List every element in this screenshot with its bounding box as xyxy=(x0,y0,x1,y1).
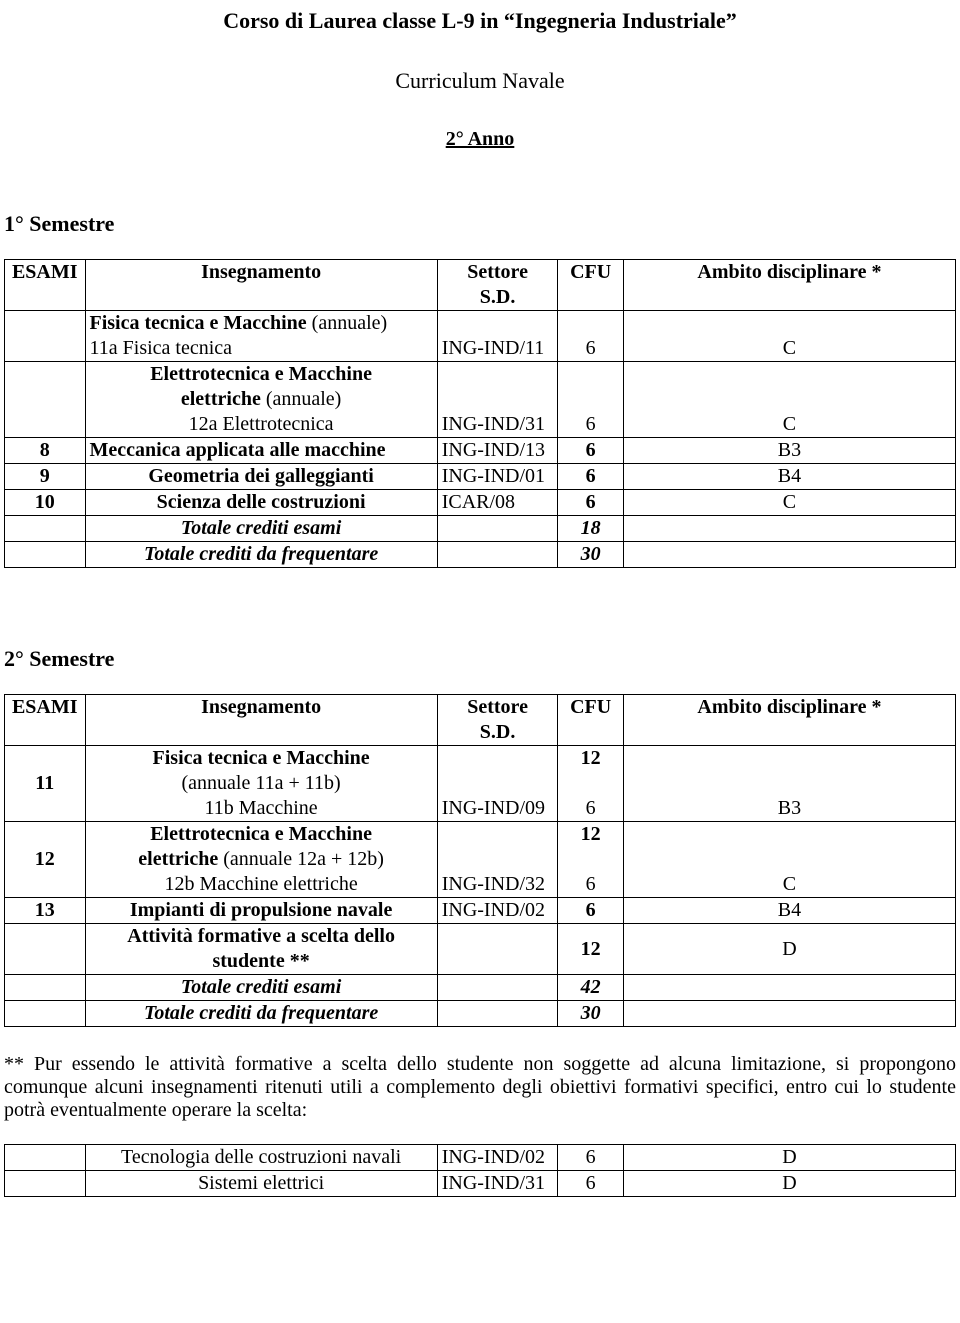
cell-insegnamento: Scienza delle costruzioni xyxy=(85,490,437,516)
table-row: 9Geometria dei galleggiantiING-IND/016B4 xyxy=(5,464,956,490)
cell-cfu: 6 xyxy=(558,362,623,438)
col-insegnamento-header: Insegnamento xyxy=(85,695,437,746)
cell-insegnamento: Sistemi elettrici xyxy=(85,1171,437,1197)
table-header-row: ESAMI Insegnamento Settore S.D. CFU Ambi… xyxy=(5,695,956,746)
cell-settore: ING-IND/09 xyxy=(437,746,558,822)
cell-ambito: D xyxy=(623,924,955,975)
cell-cfu: 12 6 xyxy=(558,746,623,822)
value-total-freq: 30 xyxy=(558,542,623,568)
table-header-row: ESAMI Insegnamento Settore S.D. CFU Ambi… xyxy=(5,260,956,311)
table-row: Fisica tecnica e Macchine (annuale)11a F… xyxy=(5,311,956,362)
col-settore-header: Settore S.D. xyxy=(437,695,558,746)
cell-esami: 10 xyxy=(5,490,86,516)
cell-esami xyxy=(5,1171,86,1197)
table-row: 12Elettrotecnica e Macchineelettriche (a… xyxy=(5,822,956,898)
cell-insegnamento: Elettrotecnica e Macchineelettriche (ann… xyxy=(85,822,437,898)
cell-ambito: C xyxy=(623,311,955,362)
cell-esami xyxy=(5,362,86,438)
cell-insegnamento: Fisica tecnica e Macchine(annuale 11a + … xyxy=(85,746,437,822)
cell-esami: 11 xyxy=(5,746,86,822)
table-row: Elettrotecnica e Macchineelettriche (ann… xyxy=(5,362,956,438)
cell-settore: ING-IND/32 xyxy=(437,822,558,898)
cell-insegnamento: Impianti di propulsione navale xyxy=(85,898,437,924)
col-ambito-header: Ambito disciplinare * xyxy=(623,260,955,311)
electives-table: Tecnologia delle costruzioni navaliING-I… xyxy=(4,1144,956,1197)
value-total-esami: 42 xyxy=(558,975,623,1001)
cell-ambito: C xyxy=(623,362,955,438)
cell-settore: ING-IND/13 xyxy=(437,438,558,464)
cell-esami: 12 xyxy=(5,822,86,898)
cell-ambito: B3 xyxy=(623,438,955,464)
cell-settore: ING-IND/02 xyxy=(437,898,558,924)
table-row: 13Impianti di propulsione navaleING-IND/… xyxy=(5,898,956,924)
table-row: 11Fisica tecnica e Macchine(annuale 11a … xyxy=(5,746,956,822)
semester-2-table: ESAMI Insegnamento Settore S.D. CFU Ambi… xyxy=(4,694,956,1027)
table-row: Tecnologia delle costruzioni navaliING-I… xyxy=(5,1145,956,1171)
col-cfu-header: CFU xyxy=(558,695,623,746)
cell-cfu: 6 xyxy=(558,438,623,464)
cell-ambito: B4 xyxy=(623,898,955,924)
value-total-freq: 30 xyxy=(558,1001,623,1027)
cell-ambito: B4 xyxy=(623,464,955,490)
cell-cfu: 6 xyxy=(558,464,623,490)
cell-ambito: D xyxy=(623,1171,955,1197)
curriculum-subtitle: Curriculum Navale xyxy=(4,68,956,94)
cell-insegnamento: Fisica tecnica e Macchine (annuale)11a F… xyxy=(85,311,437,362)
cell-settore: ING-IND/01 xyxy=(437,464,558,490)
page-title: Corso di Laurea classe L-9 in “Ingegneri… xyxy=(4,8,956,34)
col-insegnamento-header: Insegnamento xyxy=(85,260,437,311)
footnote-text: ** Pur essendo le attività formative a s… xyxy=(4,1053,956,1122)
cell-esami: 8 xyxy=(5,438,86,464)
row-total-freq: Totale crediti da frequentare 30 xyxy=(5,542,956,568)
cell-insegnamento: Tecnologia delle costruzioni navali xyxy=(85,1145,437,1171)
cell-cfu: 12 xyxy=(558,924,623,975)
row-total-esami: Totale crediti esami 18 xyxy=(5,516,956,542)
table-row: Attività formative a scelta dellostudent… xyxy=(5,924,956,975)
cell-cfu: 6 xyxy=(558,898,623,924)
col-esami-header: ESAMI xyxy=(5,695,86,746)
cell-ambito: C xyxy=(623,490,955,516)
col-ambito-header: Ambito disciplinare * xyxy=(623,695,955,746)
semester-1-heading: 1° Semestre xyxy=(4,211,956,237)
cell-ambito: D xyxy=(623,1145,955,1171)
col-cfu-header: CFU xyxy=(558,260,623,311)
table-row: 8Meccanica applicata alle macchineING-IN… xyxy=(5,438,956,464)
col-esami-header: ESAMI xyxy=(5,260,86,311)
label-total-freq: Totale crediti da frequentare xyxy=(85,542,437,568)
label-total-esami: Totale crediti esami xyxy=(85,516,437,542)
semester-1-table: ESAMI Insegnamento Settore S.D. CFU Ambi… xyxy=(4,259,956,568)
col-settore-header: Settore S.D. xyxy=(437,260,558,311)
cell-esami xyxy=(5,311,86,362)
cell-esami: 13 xyxy=(5,898,86,924)
semester-2-heading: 2° Semestre xyxy=(4,646,956,672)
cell-cfu: 6 xyxy=(558,311,623,362)
cell-settore: ING-IND/02 xyxy=(437,1145,558,1171)
label-total-esami: Totale crediti esami xyxy=(85,975,437,1001)
cell-ambito: B3 xyxy=(623,746,955,822)
cell-settore: ICAR/08 xyxy=(437,490,558,516)
cell-cfu: 6 xyxy=(558,1145,623,1171)
label-total-freq: Totale crediti da frequentare xyxy=(85,1001,437,1027)
table-row: 10Scienza delle costruzioniICAR/086C xyxy=(5,490,956,516)
cell-insegnamento: Attività formative a scelta dellostudent… xyxy=(85,924,437,975)
cell-settore: ING-IND/31 xyxy=(437,1171,558,1197)
cell-cfu: 6 xyxy=(558,1171,623,1197)
cell-esami: 9 xyxy=(5,464,86,490)
cell-settore: ING-IND/31 xyxy=(437,362,558,438)
cell-esami xyxy=(5,1145,86,1171)
cell-insegnamento: Geometria dei galleggianti xyxy=(85,464,437,490)
row-total-freq: Totale crediti da frequentare 30 xyxy=(5,1001,956,1027)
cell-settore: ING-IND/11 xyxy=(437,311,558,362)
cell-insegnamento: Elettrotecnica e Macchineelettriche (ann… xyxy=(85,362,437,438)
table-row: Sistemi elettriciING-IND/316D xyxy=(5,1171,956,1197)
row-total-esami: Totale crediti esami 42 xyxy=(5,975,956,1001)
value-total-esami: 18 xyxy=(558,516,623,542)
cell-cfu: 6 xyxy=(558,490,623,516)
cell-ambito: C xyxy=(623,822,955,898)
year-heading: 2° Anno xyxy=(4,128,956,151)
cell-esami xyxy=(5,924,86,975)
cell-settore xyxy=(437,924,558,975)
cell-insegnamento: Meccanica applicata alle macchine xyxy=(85,438,437,464)
cell-cfu: 12 6 xyxy=(558,822,623,898)
